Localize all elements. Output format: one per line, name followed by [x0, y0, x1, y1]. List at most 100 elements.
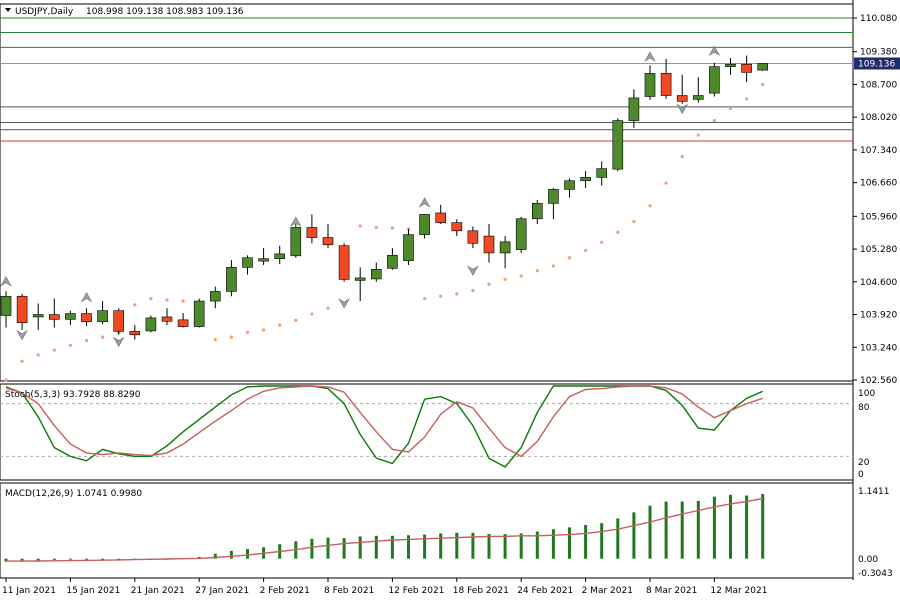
fractal-down-2 [338, 298, 350, 309]
candle-28 [451, 219, 463, 237]
price-tick-label-7: 105.280 [860, 245, 897, 255]
macd-bar-6 [101, 558, 105, 560]
horizontal-levels [0, 17, 853, 142]
candle-16 [258, 248, 269, 265]
fractal-up-5 [708, 45, 721, 57]
macd-bar-43 [696, 500, 700, 559]
stoch-tick-100: 100 [858, 389, 875, 399]
macd-bar-2 [36, 558, 40, 561]
candle-2 [32, 303, 44, 330]
stoch-panel [0, 383, 854, 481]
fractal-down-0 [16, 329, 28, 341]
fractal-up-1 [80, 292, 93, 303]
date-label-10: 8 Mar 2021 [646, 586, 697, 596]
candle-1 [16, 293, 28, 330]
chevron-down-icon[interactable] [5, 8, 11, 12]
psar-dot-35 [567, 256, 572, 260]
psar-dot-42 [680, 155, 684, 159]
psar-dot-40 [648, 204, 652, 208]
candle-20 [322, 224, 334, 249]
candle-32 [515, 216, 527, 253]
psar-dot-45 [728, 106, 733, 111]
psar-dot-18 [294, 318, 298, 322]
psar-dot-39 [632, 220, 636, 224]
fractal-up-3 [418, 197, 431, 208]
macd-bar-38 [616, 518, 620, 559]
date-label-4: 2 Feb 2021 [260, 586, 310, 596]
psar-dot-47 [761, 82, 765, 87]
macd-bar-3 [52, 558, 56, 560]
psar-dot-3 [52, 348, 56, 352]
price-tick-label-0: 110.080 [860, 14, 897, 24]
current-price-label: 109.136 [858, 59, 895, 69]
candle-25 [403, 228, 414, 265]
macd-bar-7 [117, 558, 121, 560]
macd-bar-42 [680, 501, 684, 559]
candle-30 [483, 224, 495, 263]
candle-41 [660, 58, 672, 99]
macd-tick-zero: 0.00 [858, 555, 878, 565]
fractal-down-3 [467, 265, 479, 276]
candle-45 [725, 57, 736, 75]
price-tick-label-9: 103.920 [860, 311, 897, 321]
candle-38 [612, 118, 624, 172]
price-tick-label-10: 103.240 [860, 343, 897, 353]
candle-26 [419, 214, 430, 239]
ohlc-values: 108.998 109.138 108.983 109.136 [86, 7, 244, 17]
macd-bar-5 [85, 558, 88, 560]
date-label-6: 12 Feb 2021 [388, 586, 444, 596]
price-tick-label-5: 106.660 [860, 179, 897, 189]
fractal-down-1 [112, 336, 125, 348]
macd-bar-28 [455, 532, 459, 559]
candle-35 [564, 178, 575, 198]
stoch-tick-0: 0 [858, 470, 864, 480]
date-axis: 11 Jan 2021 15 Jan 2021 21 Jan 2021 27 Jan … [2, 578, 767, 596]
price-tick-label-1: 109.380 [860, 48, 897, 58]
macd-bar-40 [648, 505, 652, 559]
price-panel [0, 3, 854, 382]
price-tick-label-11: 102.560 [860, 376, 897, 386]
candle-27 [435, 204, 447, 225]
psar-dot-28 [455, 292, 459, 296]
candle-31 [499, 236, 511, 269]
psar-dot-11 [181, 299, 185, 303]
candle-22 [354, 267, 366, 302]
stoch-title: Stoch(5,3,3) 93.7928 88.8290 [5, 390, 141, 400]
psar-dot-4 [68, 343, 72, 347]
candle-17 [274, 245, 286, 264]
psar-dot-9 [149, 297, 153, 301]
macd-title: MACD(12,26,9) 1.0741 0.9980 [5, 489, 142, 499]
psar-dot-44 [712, 118, 717, 123]
psar-dot-5 [84, 338, 89, 343]
psar-dot-34 [551, 264, 556, 268]
fractal-markers [0, 45, 721, 348]
psar-dot-24 [390, 226, 394, 230]
candle-11 [177, 313, 189, 328]
fractal-up-2 [289, 216, 302, 227]
date-label-9: 2 Mar 2021 [582, 586, 633, 596]
psar-dot-46 [745, 97, 749, 101]
candle-14 [226, 260, 237, 297]
date-label-3: 27 Jan 2021 [195, 586, 249, 596]
price-tick-label-6: 105.960 [860, 212, 897, 222]
macd-bar-23 [374, 535, 378, 559]
psar-dot-19 [310, 312, 314, 316]
macd-bar-47 [761, 494, 765, 559]
macd-bar-26 [423, 534, 427, 559]
candle-0 [0, 291, 12, 328]
psar-dot-37 [600, 240, 604, 244]
macd-bar-27 [439, 533, 443, 559]
psar-dot-43 [696, 133, 700, 137]
macd-bar-13 [213, 553, 217, 559]
stoch-tick-20: 20 [858, 458, 870, 468]
date-label-11: 12 Mar 2021 [710, 586, 767, 596]
macd-bar-20 [326, 537, 330, 559]
macd-bar-14 [229, 550, 233, 559]
psar-dot-10 [165, 298, 169, 302]
candle-33 [531, 199, 543, 225]
candle-46 [741, 55, 752, 83]
stochastic-lines [0, 385, 853, 468]
price-tick-label-2: 108.700 [860, 80, 897, 90]
psar-dot-33 [535, 269, 539, 273]
candle-24 [387, 248, 398, 270]
